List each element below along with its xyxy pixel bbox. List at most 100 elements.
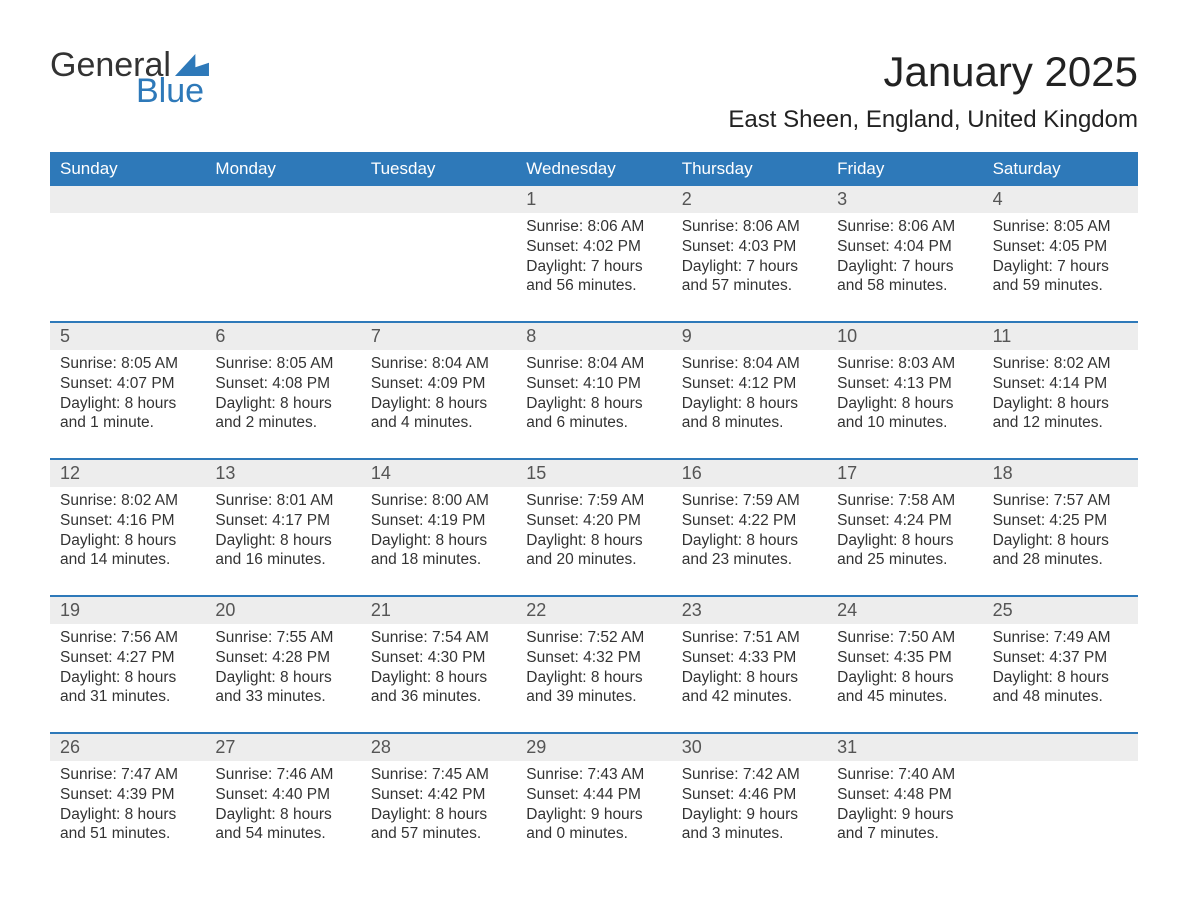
day-cell bbox=[50, 213, 205, 321]
calendar-week: 262728293031Sunrise: 7:47 AMSunset: 4:39… bbox=[50, 732, 1138, 869]
day-sunset: Sunset: 4:28 PM bbox=[215, 648, 350, 668]
header: General Blue January 2025 East Sheen, En… bbox=[50, 48, 1138, 134]
day-cell: Sunrise: 7:50 AMSunset: 4:35 PMDaylight:… bbox=[827, 624, 982, 732]
day-content-row: Sunrise: 7:47 AMSunset: 4:39 PMDaylight:… bbox=[50, 761, 1138, 869]
day-sunset: Sunset: 4:07 PM bbox=[60, 374, 195, 394]
day-cell: Sunrise: 7:42 AMSunset: 4:46 PMDaylight:… bbox=[672, 761, 827, 869]
title-block: January 2025 East Sheen, England, United… bbox=[728, 48, 1138, 134]
day-number: 14 bbox=[361, 460, 516, 487]
day-sunset: Sunset: 4:05 PM bbox=[993, 237, 1128, 257]
day-cell: Sunrise: 7:57 AMSunset: 4:25 PMDaylight:… bbox=[983, 487, 1138, 595]
day-sunrise: Sunrise: 8:02 AM bbox=[60, 491, 195, 511]
day-of-week-cell: Thursday bbox=[672, 152, 827, 186]
day-number: 12 bbox=[50, 460, 205, 487]
day-of-week-cell: Monday bbox=[205, 152, 360, 186]
day-d1: Daylight: 8 hours bbox=[215, 531, 350, 551]
day-d2: and 7 minutes. bbox=[837, 824, 972, 844]
day-sunrise: Sunrise: 8:03 AM bbox=[837, 354, 972, 374]
day-d2: and 14 minutes. bbox=[60, 550, 195, 570]
day-sunset: Sunset: 4:44 PM bbox=[526, 785, 661, 805]
day-sunrise: Sunrise: 8:06 AM bbox=[682, 217, 817, 237]
day-cell: Sunrise: 8:06 AMSunset: 4:03 PMDaylight:… bbox=[672, 213, 827, 321]
day-d2: and 57 minutes. bbox=[682, 276, 817, 296]
day-number: 22 bbox=[516, 597, 671, 624]
day-d2: and 54 minutes. bbox=[215, 824, 350, 844]
day-sunset: Sunset: 4:24 PM bbox=[837, 511, 972, 531]
day-d1: Daylight: 8 hours bbox=[526, 394, 661, 414]
day-d1: Daylight: 7 hours bbox=[993, 257, 1128, 277]
day-d1: Daylight: 9 hours bbox=[682, 805, 817, 825]
day-d2: and 10 minutes. bbox=[837, 413, 972, 433]
day-d1: Daylight: 7 hours bbox=[837, 257, 972, 277]
day-d2: and 0 minutes. bbox=[526, 824, 661, 844]
day-d2: and 3 minutes. bbox=[682, 824, 817, 844]
day-number: 7 bbox=[361, 323, 516, 350]
day-d1: Daylight: 9 hours bbox=[837, 805, 972, 825]
day-d2: and 16 minutes. bbox=[215, 550, 350, 570]
day-d1: Daylight: 8 hours bbox=[682, 531, 817, 551]
day-content-row: Sunrise: 8:05 AMSunset: 4:07 PMDaylight:… bbox=[50, 350, 1138, 458]
day-number: 2 bbox=[672, 186, 827, 213]
day-d1: Daylight: 8 hours bbox=[993, 668, 1128, 688]
day-cell: Sunrise: 8:01 AMSunset: 4:17 PMDaylight:… bbox=[205, 487, 360, 595]
day-sunset: Sunset: 4:13 PM bbox=[837, 374, 972, 394]
day-d2: and 42 minutes. bbox=[682, 687, 817, 707]
day-sunset: Sunset: 4:17 PM bbox=[215, 511, 350, 531]
day-sunset: Sunset: 4:22 PM bbox=[682, 511, 817, 531]
day-d1: Daylight: 8 hours bbox=[60, 531, 195, 551]
day-d1: Daylight: 7 hours bbox=[526, 257, 661, 277]
day-sunset: Sunset: 4:12 PM bbox=[682, 374, 817, 394]
day-content-row: Sunrise: 8:06 AMSunset: 4:02 PMDaylight:… bbox=[50, 213, 1138, 321]
day-d2: and 2 minutes. bbox=[215, 413, 350, 433]
day-cell: Sunrise: 7:52 AMSunset: 4:32 PMDaylight:… bbox=[516, 624, 671, 732]
day-cell: Sunrise: 7:47 AMSunset: 4:39 PMDaylight:… bbox=[50, 761, 205, 869]
day-of-week-cell: Sunday bbox=[50, 152, 205, 186]
day-sunset: Sunset: 4:08 PM bbox=[215, 374, 350, 394]
day-d1: Daylight: 8 hours bbox=[526, 531, 661, 551]
day-d1: Daylight: 8 hours bbox=[682, 394, 817, 414]
day-d1: Daylight: 8 hours bbox=[371, 531, 506, 551]
day-d2: and 1 minute. bbox=[60, 413, 195, 433]
day-cell: Sunrise: 7:49 AMSunset: 4:37 PMDaylight:… bbox=[983, 624, 1138, 732]
day-cell: Sunrise: 8:00 AMSunset: 4:19 PMDaylight:… bbox=[361, 487, 516, 595]
day-d2: and 31 minutes. bbox=[60, 687, 195, 707]
day-d1: Daylight: 8 hours bbox=[371, 805, 506, 825]
day-d2: and 59 minutes. bbox=[993, 276, 1128, 296]
day-sunrise: Sunrise: 7:54 AM bbox=[371, 628, 506, 648]
day-d1: Daylight: 8 hours bbox=[371, 394, 506, 414]
day-sunset: Sunset: 4:46 PM bbox=[682, 785, 817, 805]
day-number: 11 bbox=[983, 323, 1138, 350]
day-number: 8 bbox=[516, 323, 671, 350]
day-number: 3 bbox=[827, 186, 982, 213]
day-number: 21 bbox=[361, 597, 516, 624]
day-number bbox=[983, 734, 1138, 761]
day-sunrise: Sunrise: 7:56 AM bbox=[60, 628, 195, 648]
day-d2: and 8 minutes. bbox=[682, 413, 817, 433]
day-d1: Daylight: 8 hours bbox=[993, 394, 1128, 414]
day-cell: Sunrise: 7:59 AMSunset: 4:22 PMDaylight:… bbox=[672, 487, 827, 595]
day-sunset: Sunset: 4:10 PM bbox=[526, 374, 661, 394]
day-number: 20 bbox=[205, 597, 360, 624]
day-d1: Daylight: 8 hours bbox=[215, 668, 350, 688]
day-sunrise: Sunrise: 7:50 AM bbox=[837, 628, 972, 648]
day-of-week-cell: Friday bbox=[827, 152, 982, 186]
day-cell: Sunrise: 8:06 AMSunset: 4:02 PMDaylight:… bbox=[516, 213, 671, 321]
day-d1: Daylight: 8 hours bbox=[60, 668, 195, 688]
day-sunrise: Sunrise: 8:06 AM bbox=[526, 217, 661, 237]
day-number bbox=[361, 186, 516, 213]
day-number: 26 bbox=[50, 734, 205, 761]
day-number: 27 bbox=[205, 734, 360, 761]
day-number: 13 bbox=[205, 460, 360, 487]
day-sunset: Sunset: 4:16 PM bbox=[60, 511, 195, 531]
day-sunrise: Sunrise: 8:04 AM bbox=[682, 354, 817, 374]
day-number: 30 bbox=[672, 734, 827, 761]
day-sunset: Sunset: 4:42 PM bbox=[371, 785, 506, 805]
day-cell: Sunrise: 7:56 AMSunset: 4:27 PMDaylight:… bbox=[50, 624, 205, 732]
day-number-row: 19202122232425 bbox=[50, 597, 1138, 624]
day-d2: and 18 minutes. bbox=[371, 550, 506, 570]
day-d2: and 56 minutes. bbox=[526, 276, 661, 296]
day-cell: Sunrise: 8:05 AMSunset: 4:07 PMDaylight:… bbox=[50, 350, 205, 458]
day-d1: Daylight: 8 hours bbox=[837, 668, 972, 688]
calendar-week: 12131415161718Sunrise: 8:02 AMSunset: 4:… bbox=[50, 458, 1138, 595]
day-d2: and 58 minutes. bbox=[837, 276, 972, 296]
